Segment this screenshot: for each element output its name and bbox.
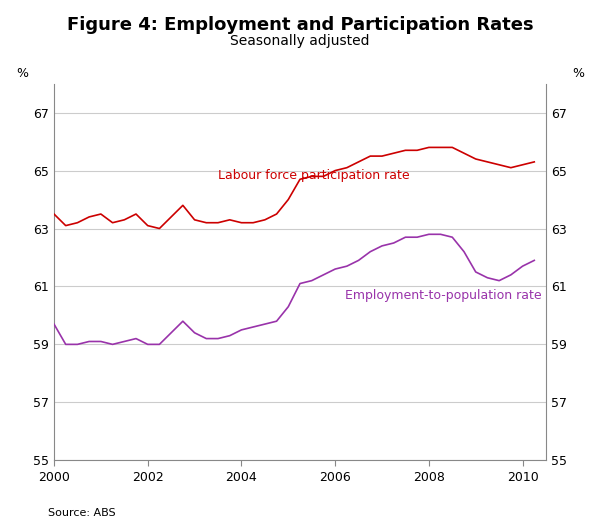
Text: Figure 4: Employment and Participation Rates: Figure 4: Employment and Participation R…	[67, 16, 533, 33]
Text: %: %	[16, 67, 28, 80]
Text: Labour force participation rate: Labour force participation rate	[218, 169, 410, 182]
Text: %: %	[572, 67, 584, 80]
Text: Source: ABS: Source: ABS	[48, 508, 116, 518]
Title: Seasonally adjusted: Seasonally adjusted	[230, 34, 370, 48]
Text: Employment-to-population rate: Employment-to-population rate	[344, 289, 541, 302]
